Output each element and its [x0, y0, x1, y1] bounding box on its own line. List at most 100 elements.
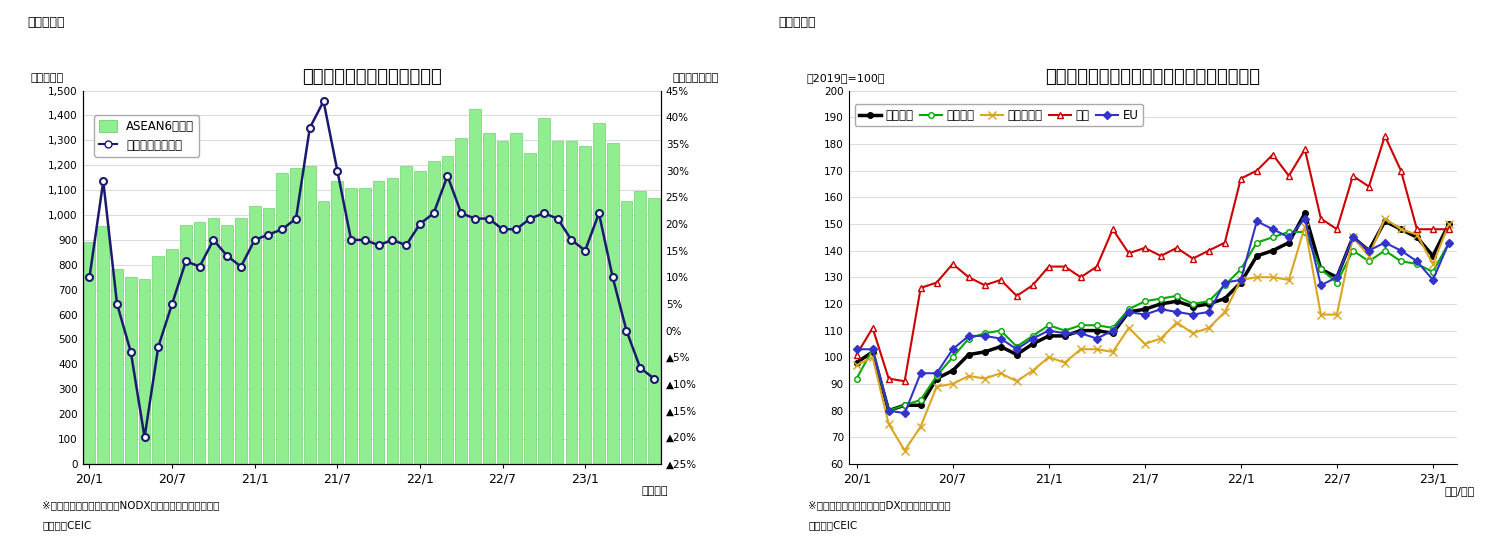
東南アジア [912, 423, 930, 430]
EU [1024, 335, 1042, 342]
Bar [551, 141, 563, 464]
東アジア [1024, 333, 1042, 339]
EU [1232, 277, 1250, 283]
Bar [194, 222, 206, 464]
Bar [125, 277, 137, 464]
北米 [1311, 215, 1329, 222]
EU [847, 346, 865, 352]
EU [1056, 330, 1074, 337]
東南アジア [960, 373, 978, 379]
EU [1120, 309, 1139, 315]
北米 [912, 284, 930, 291]
EU [1200, 309, 1218, 315]
Bar [620, 200, 632, 464]
EU [1039, 327, 1057, 334]
北米 [1376, 133, 1394, 139]
北米 [960, 274, 978, 281]
北米 [1008, 293, 1026, 299]
Text: （年月）: （年月） [641, 486, 668, 496]
東南アジア [991, 370, 1009, 377]
東南アジア [1392, 226, 1410, 233]
東南アジア [976, 376, 994, 382]
Bar [428, 161, 440, 464]
東南アジア [1200, 324, 1218, 331]
東南アジア [1232, 277, 1250, 283]
EU [976, 333, 994, 339]
EU [895, 410, 913, 417]
東南アジア [1120, 324, 1139, 331]
東アジア [1407, 261, 1425, 267]
輸出全体 [1359, 247, 1377, 254]
輸出全体 [1215, 295, 1233, 302]
東南アジア [895, 447, 913, 454]
Bar [345, 188, 357, 464]
東南アジア [1152, 335, 1170, 342]
東アジア [895, 402, 913, 408]
東アジア [1167, 293, 1185, 299]
EU [991, 335, 1009, 342]
東アジア [1376, 247, 1394, 254]
東アジア [1136, 298, 1154, 305]
EU [1359, 247, 1377, 254]
Bar [580, 146, 590, 464]
北米 [1136, 245, 1154, 251]
EU [1344, 234, 1362, 240]
北米 [1248, 167, 1266, 174]
東南アジア [880, 421, 898, 427]
EU [1328, 274, 1346, 281]
輸出全体 [895, 402, 913, 408]
北米 [1392, 167, 1410, 174]
東アジア [1232, 266, 1250, 272]
東南アジア [1024, 367, 1042, 374]
東アジア [943, 354, 961, 361]
輸出全体 [1296, 210, 1314, 216]
東アジア [864, 346, 882, 352]
東アジア [1120, 306, 1139, 312]
東南アジア [1184, 330, 1202, 337]
EU [1280, 234, 1298, 240]
東南アジア [1407, 231, 1425, 238]
Bar [318, 200, 329, 464]
輸出全体 [1072, 327, 1090, 334]
Line: 輸出全体: 輸出全体 [853, 210, 1452, 413]
Bar [484, 133, 494, 464]
東南アジア [847, 362, 865, 368]
東南アジア [1039, 354, 1057, 361]
東アジア [928, 373, 946, 379]
輸出全体 [864, 349, 882, 355]
輸出全体 [960, 351, 978, 358]
Bar [372, 181, 385, 464]
輸出全体 [1120, 309, 1139, 315]
EU [1424, 277, 1442, 283]
EU [943, 346, 961, 352]
Bar [332, 181, 342, 464]
東南アジア [1072, 346, 1090, 352]
Bar [415, 171, 425, 464]
Text: （図表２）: （図表２） [778, 16, 816, 30]
東アジア [1248, 239, 1266, 246]
輸出全体 [880, 407, 898, 414]
Text: （前年同月比）: （前年同月比） [673, 73, 719, 83]
Line: 北米: 北米 [853, 132, 1452, 385]
東アジア [1328, 279, 1346, 286]
Line: EU: EU [853, 216, 1452, 416]
北米 [864, 324, 882, 331]
東アジア [991, 327, 1009, 334]
東アジア [880, 407, 898, 414]
輸出全体 [1311, 266, 1329, 272]
東アジア [976, 330, 994, 337]
輸出全体 [1039, 333, 1057, 339]
輸出全体 [1407, 234, 1425, 240]
輸出全体 [943, 367, 961, 374]
輸出全体 [1263, 247, 1281, 254]
EU [1104, 327, 1122, 334]
北米 [928, 279, 946, 286]
EU [1087, 335, 1105, 342]
東南アジア [1440, 221, 1458, 227]
Legend: ASEAN6カ国計, 増加率（右目盛）: ASEAN6カ国計, 増加率（右目盛） [95, 115, 198, 156]
東アジア [1424, 268, 1442, 275]
Bar [207, 218, 219, 464]
Bar [276, 173, 288, 464]
輸出全体 [1136, 306, 1154, 312]
Bar [138, 279, 150, 464]
